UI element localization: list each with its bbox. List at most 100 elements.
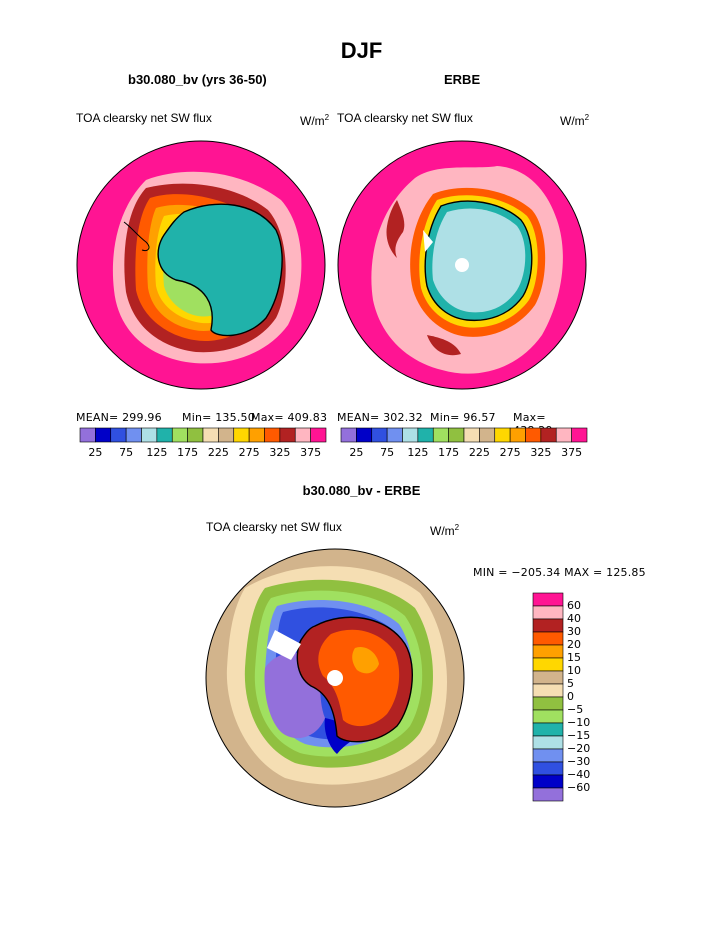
colorbar-swatch xyxy=(202,427,219,443)
colorbar-tick-label: 175 xyxy=(438,446,460,459)
colorbar-tick-label: 75 xyxy=(119,446,134,459)
colorbar-swatch xyxy=(532,592,564,607)
panel2-field-label: TOA clearsky net SW flux xyxy=(337,111,473,125)
colorbar-tick-label: −20 xyxy=(567,742,591,755)
colorbar-tick-label: 25 xyxy=(88,446,103,459)
colorbar-tick-label: −60 xyxy=(567,781,591,794)
map-difference-polar xyxy=(205,548,465,808)
colorbar-swatch xyxy=(233,427,250,443)
panel3-units-exp: 2 xyxy=(454,523,460,532)
colorbar-swatch xyxy=(417,427,434,443)
colorbar-tick-label: 30 xyxy=(567,625,581,638)
panel3-header: b30.080_bv - ERBE xyxy=(302,483,421,498)
colorbar-tick-label: 125 xyxy=(146,446,168,459)
colorbar-tick-label: 60 xyxy=(567,599,581,612)
panel3-units-base: W/m xyxy=(430,524,455,538)
panel2-mean: MEAN= 302.32 xyxy=(337,411,423,424)
map-erbe-polar xyxy=(337,140,587,390)
panel2-stats: MEAN= 302.32 Min= 96.57 Max= 438.29 xyxy=(337,411,589,437)
colorbar-swatch xyxy=(402,427,419,443)
colorbar-tick-label: −40 xyxy=(567,768,591,781)
colorbar-swatch xyxy=(310,427,327,443)
colorbar-swatch xyxy=(95,427,112,443)
colorbar-difference xyxy=(532,592,564,802)
colorbar-difference-labels: 60 40 30 20 15 10 5 0 −5 −10 −15 −20 −30 −40 −60 xyxy=(567,593,617,801)
colorbar-swatch xyxy=(532,657,564,672)
panel3-minmax: MIN = −205.34 MAX = 125.85 xyxy=(473,566,646,579)
colorbar-tick-label: 175 xyxy=(177,446,199,459)
colorbar-tick-label: 15 xyxy=(567,651,581,664)
colorbar-swatch xyxy=(141,427,158,443)
panel1-min: Min= 135.50 xyxy=(182,411,255,424)
map-model-polar xyxy=(76,140,326,390)
colorbar-swatch xyxy=(340,427,357,443)
colorbar-swatch xyxy=(525,427,542,443)
colorbar-tick-label: 10 xyxy=(567,664,581,677)
colorbar-tick-label: 375 xyxy=(561,446,583,459)
colorbar-tick-label: 0 xyxy=(567,690,574,703)
colorbar-swatch xyxy=(448,427,465,443)
colorbar-swatch xyxy=(532,748,564,763)
panel1-units-exp: 2 xyxy=(324,113,330,122)
colorbar-tick-label: 20 xyxy=(567,638,581,651)
panel2-units: W/m2 xyxy=(560,113,589,128)
colorbar-tick-label: −30 xyxy=(567,755,591,768)
colorbar-model xyxy=(79,427,327,443)
colorbar-swatch xyxy=(532,709,564,724)
colorbar-swatch xyxy=(125,427,142,443)
colorbar-swatch xyxy=(294,427,311,443)
panel2-units-exp: 2 xyxy=(584,113,590,122)
colorbar-tick-label: 275 xyxy=(238,446,260,459)
colorbar-tick-label: 225 xyxy=(468,446,490,459)
colorbar-swatch xyxy=(532,644,564,659)
panel1-header: b30.080_bv (yrs 36-50) xyxy=(128,72,267,87)
colorbar-tick-label: −10 xyxy=(567,716,591,729)
colorbar-swatch xyxy=(171,427,188,443)
panel1-units-base: W/m xyxy=(300,114,325,128)
colorbar-swatch xyxy=(532,735,564,750)
colorbar-swatch xyxy=(509,427,526,443)
colorbar-swatch xyxy=(571,427,588,443)
colorbar-swatch xyxy=(532,722,564,737)
panel1-units: W/m2 xyxy=(300,113,329,128)
colorbar-swatch xyxy=(264,427,281,443)
colorbar-swatch xyxy=(479,427,496,443)
colorbar-tick-label: −15 xyxy=(567,729,591,742)
colorbar-tick-label: 225 xyxy=(207,446,229,459)
panel1-stats: MEAN= 299.96 Min= 135.50 Max= 409.83 xyxy=(76,411,328,424)
colorbar-tick-label: 325 xyxy=(269,446,291,459)
panel3-units: W/m2 xyxy=(430,523,459,538)
colorbar-swatch xyxy=(532,683,564,698)
page-title: DJF xyxy=(340,38,383,63)
colorbar-swatch xyxy=(187,427,204,443)
colorbar-tick-label: 75 xyxy=(380,446,395,459)
colorbar-swatch xyxy=(532,774,564,789)
colorbar-erbe xyxy=(340,427,588,443)
colorbar-swatch xyxy=(110,427,127,443)
colorbar-swatch xyxy=(532,670,564,685)
colorbar-swatch xyxy=(532,696,564,711)
colorbar-swatch xyxy=(532,631,564,646)
colorbar-tick-label: −5 xyxy=(567,703,584,716)
colorbar-swatch xyxy=(494,427,511,443)
colorbar-tick-label: 5 xyxy=(567,677,574,690)
colorbar-swatch xyxy=(555,427,572,443)
colorbar-swatch xyxy=(386,427,403,443)
colorbar-swatch xyxy=(540,427,557,443)
colorbar-swatch xyxy=(432,427,449,443)
panel1-mean: MEAN= 299.96 xyxy=(76,411,162,424)
colorbar-tick-label: 375 xyxy=(300,446,322,459)
colorbar-tick-label: 325 xyxy=(530,446,552,459)
colorbar-swatch xyxy=(279,427,296,443)
colorbar-swatch xyxy=(79,427,96,443)
colorbar-swatch xyxy=(248,427,265,443)
panel2-header: ERBE xyxy=(444,72,481,87)
colorbar-tick-label: 125 xyxy=(407,446,429,459)
colorbar-model-labels: 25 75 125 175 225 275 325 375 xyxy=(80,446,326,460)
colorbar-tick-label: 275 xyxy=(499,446,521,459)
colorbar-swatch xyxy=(532,787,564,802)
colorbar-tick-label: 25 xyxy=(349,446,364,459)
colorbar-swatch xyxy=(156,427,173,443)
colorbar-erbe-labels: 25 75 125 175 225 275 325 375 xyxy=(341,446,587,460)
panel3-field-label: TOA clearsky net SW flux xyxy=(206,520,342,534)
